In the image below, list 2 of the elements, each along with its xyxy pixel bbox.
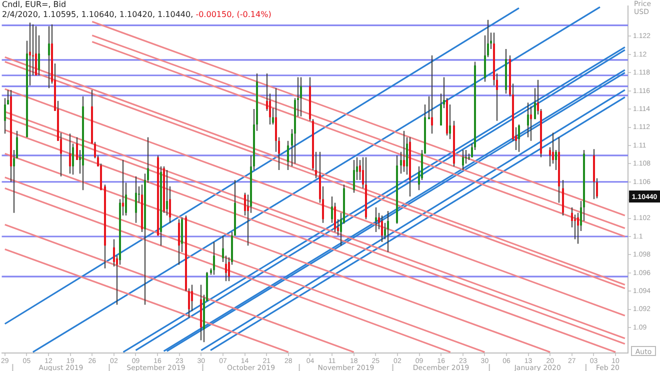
chart-title: Cndl, EUR=, Bid bbox=[2, 0, 68, 10]
text: 2/4/2020, 1.10595, 1.10640, 1.10420, 1.10440, -0.00150, (-0.14%) bbox=[2, 10, 272, 19]
